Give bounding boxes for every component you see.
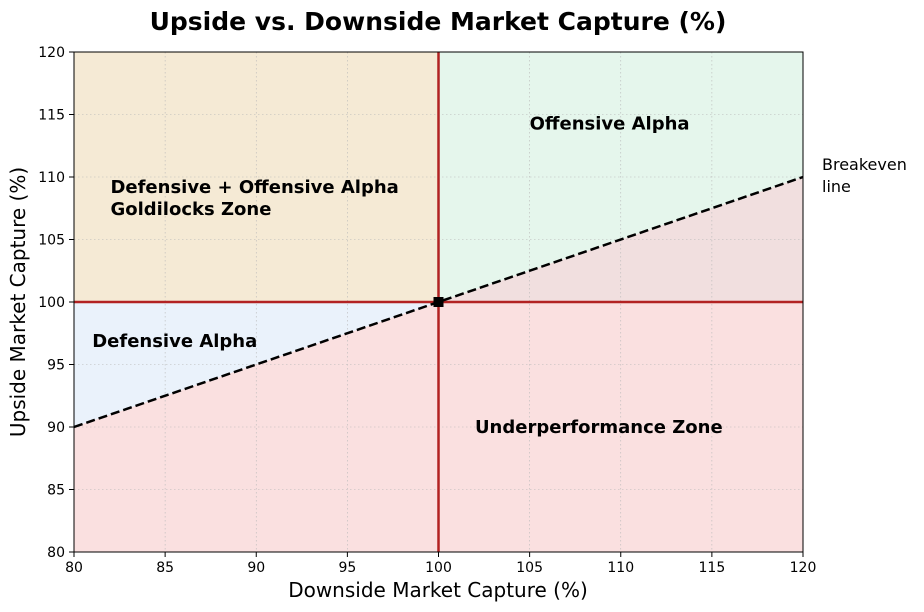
x-tick-label: 85 xyxy=(156,560,174,576)
zone-label-line: Underperformance Zone xyxy=(475,417,723,438)
x-tick-label: 95 xyxy=(338,560,356,576)
zone-label-line: Defensive + Offensive Alpha xyxy=(110,177,398,198)
zone-annotations: Offensive Alpha Defensive + Offensive Alp… xyxy=(92,113,722,438)
x-tick-label: 80 xyxy=(65,560,83,576)
y-tick-label: 90 xyxy=(47,420,65,436)
x-tick-label: 105 xyxy=(516,560,543,576)
breakeven-note-line: Breakeven xyxy=(822,155,907,174)
breakeven-point xyxy=(433,297,444,307)
x-tick-label: 120 xyxy=(790,560,817,576)
zone-label-3: Underperformance Zone xyxy=(475,417,723,438)
zone-label-2: Defensive Alpha xyxy=(92,331,257,352)
x-tick-label: 90 xyxy=(247,560,265,576)
y-tick-label: 120 xyxy=(38,45,65,61)
breakeven-point-group xyxy=(433,297,444,307)
y-tick-label: 110 xyxy=(38,170,65,186)
x-tick-label: 115 xyxy=(699,560,726,576)
x-axis-label: Downside Market Capture (%) xyxy=(288,578,588,602)
y-tick-label: 105 xyxy=(38,233,65,249)
breakeven-note-text: Breakeven line xyxy=(822,155,907,196)
x-axis-ticks: 80 85 90 95 100 105 110 115 120 xyxy=(65,552,816,576)
breakeven-note-line: line xyxy=(822,177,851,196)
y-axis-ticks: 80 85 90 95 100 105 110 115 120 xyxy=(38,45,74,561)
zone-label-1: Defensive + Offensive Alpha Goldilocks Zo… xyxy=(110,177,398,220)
y-tick-label: 80 xyxy=(47,545,65,561)
breakeven-note: Breakeven line xyxy=(822,155,907,196)
y-tick-label: 85 xyxy=(47,483,65,499)
zone-label-line: Goldilocks Zone xyxy=(110,199,271,220)
zone-label-line: Defensive Alpha xyxy=(92,331,257,352)
y-tick-label: 95 xyxy=(47,358,65,374)
y-tick-label: 100 xyxy=(38,295,65,311)
chart-title: Upside vs. Downside Market Capture (%) xyxy=(150,7,727,36)
y-axis-label: Upside Market Capture (%) xyxy=(6,167,30,437)
zone-label-0: Offensive Alpha xyxy=(530,113,690,134)
x-tick-label: 100 xyxy=(425,560,452,576)
zone-label-line: Offensive Alpha xyxy=(530,113,690,134)
x-tick-label: 110 xyxy=(607,560,634,576)
y-tick-label: 115 xyxy=(38,108,65,124)
